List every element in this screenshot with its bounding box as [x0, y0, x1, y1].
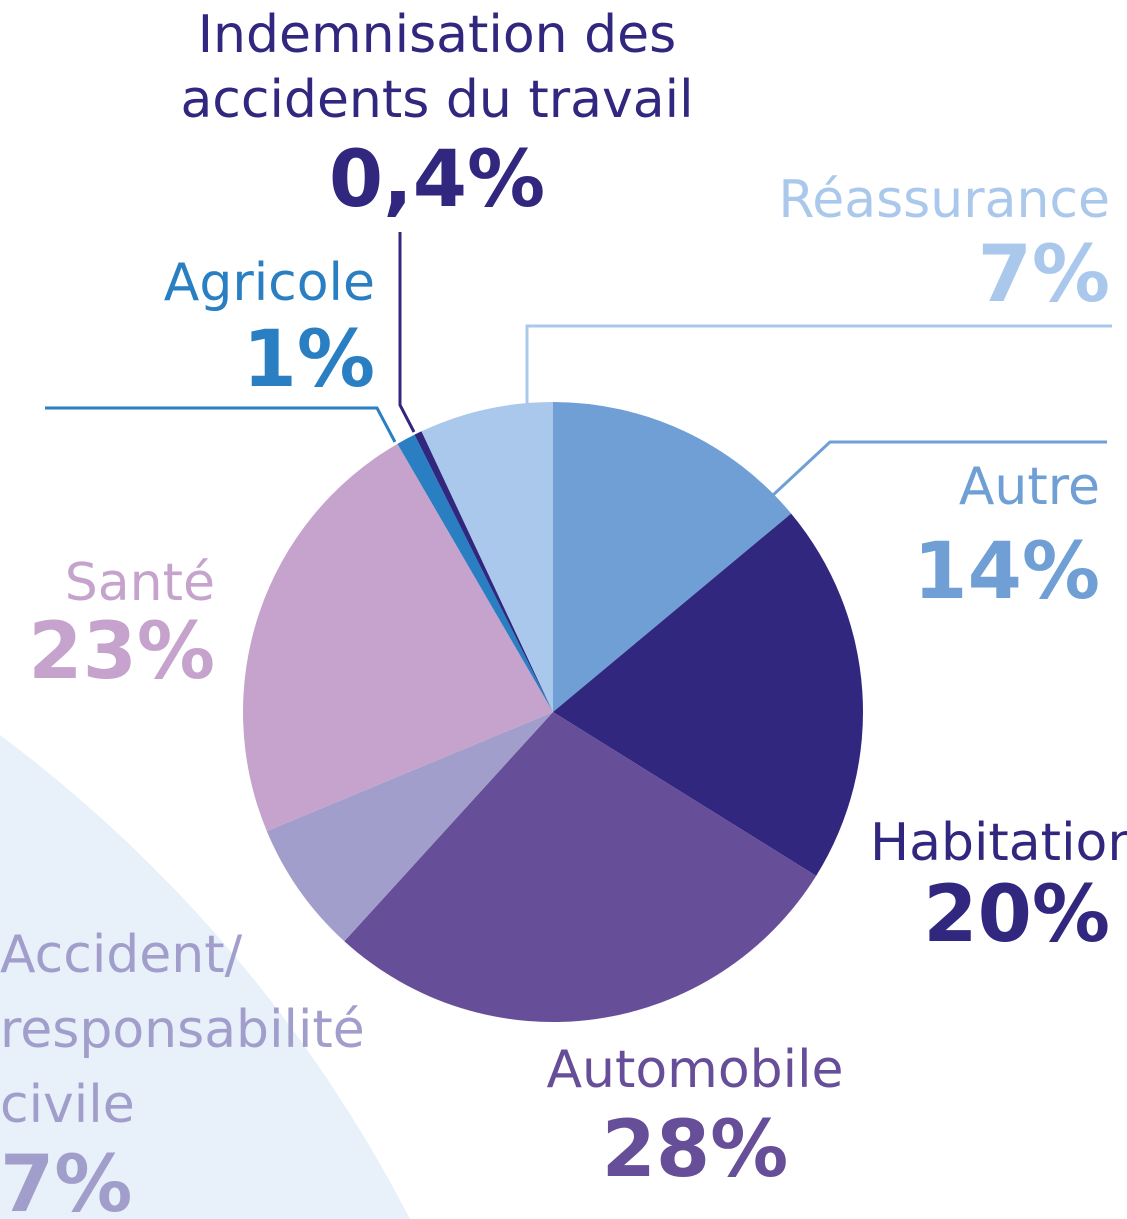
pie-slice — [344, 712, 817, 1022]
slice-label: Automobile — [546, 1040, 844, 1100]
leader-line — [398, 232, 416, 433]
value-label: 7% — [977, 230, 1110, 320]
pie-slice — [397, 434, 553, 712]
value-label: 14% — [913, 527, 1100, 617]
pie-slice — [421, 402, 553, 712]
value-label: 7% — [0, 1140, 133, 1219]
slice-label: Autre — [958, 457, 1100, 517]
slice-label: Habitation — [870, 813, 1127, 873]
leader-line — [525, 324, 1112, 405]
slice-label: Accident/ responsabilité civile — [0, 925, 365, 1135]
slice-label: Indemnisation des accidents du travail — [180, 5, 694, 130]
leader-line — [45, 406, 397, 443]
value-label: 0,4% — [328, 135, 546, 225]
leader-line — [770, 440, 1107, 498]
pie-slice — [266, 712, 553, 942]
background-arc — [0, 735, 410, 1219]
pie-slice — [553, 513, 864, 876]
slice-label: Réassurance — [778, 170, 1110, 230]
slice-label: Santé — [64, 553, 215, 613]
value-label: 23% — [28, 607, 215, 697]
value-label: 20% — [923, 870, 1110, 960]
value-label: 28% — [601, 1105, 789, 1195]
value-label: 1% — [242, 315, 375, 405]
slice-label: Agricole — [163, 253, 375, 313]
pie-slice — [414, 431, 553, 712]
pie-slice — [553, 402, 792, 712]
pie-slice — [243, 443, 553, 832]
